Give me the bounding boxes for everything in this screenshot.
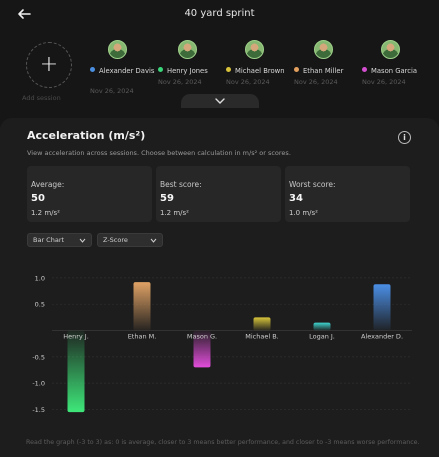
athlete-name: Henry Jones [158,67,234,76]
x-category-label: Logan J. [309,333,335,341]
stat-value: 50 [31,193,45,204]
stat-card-best: Best score: 59 1.2 m/s² [156,166,281,222]
athlete-name: Ethan Miller [294,67,370,76]
athlete-name: Michael Brown [226,67,302,76]
avatar [381,40,400,59]
series-color-dot [362,67,367,72]
athlete-date: Nov 26, 2024 [294,78,338,86]
expand-sessions-button[interactable] [181,94,259,108]
score-type-select[interactable]: Z-Score [97,233,163,247]
add-session-label: Add session [22,94,61,102]
x-category-label: Alexander D. [361,333,403,341]
stat-value: 34 [289,193,303,204]
chevron-down-icon [150,238,157,243]
y-tick-label: -1.0 [32,380,45,388]
add-session-button[interactable]: + [26,42,72,88]
stat-unit: 1.2 m/s² [31,209,60,217]
x-category-label: Mason G. [187,333,217,341]
x-category-label: Ethan M. [128,333,157,341]
athlete-name: Alexander Davis [90,67,166,76]
y-tick-label: 1.0 [35,274,45,282]
athlete-name: Mason Garcia [362,67,438,76]
y-tick-label: 0.5 [35,301,45,309]
avatar [108,40,127,59]
stat-label: Average: [31,180,65,189]
stat-label: Worst score: [289,180,336,189]
stat-label: Best score: [160,180,202,189]
metric-subtitle: View acceleration across sessions. Choos… [27,149,291,157]
top-bar: 40 yard sprint [0,0,439,30]
info-icon[interactable]: i [398,131,411,144]
back-arrow-icon[interactable] [14,5,36,23]
chart-type-select[interactable]: Bar Chart [27,233,92,247]
athlete-date: Nov 26, 2024 [226,78,270,86]
chevron-down-icon [215,98,225,104]
chart-bar [67,330,85,413]
chart-bar [253,317,271,331]
chart-bar [373,284,391,331]
stat-value: 59 [160,193,174,204]
y-tick-label: -0.5 [32,353,45,361]
chart-bar [313,322,331,331]
x-category-label: Henry J. [63,333,89,341]
athlete-date: Nov 26, 2024 [158,78,202,86]
stat-card-worst: Worst score: 34 1.0 m/s² [285,166,410,222]
page-title: 40 yard sprint [184,8,255,19]
series-color-dot [226,67,231,72]
stat-unit: 1.0 m/s² [289,209,318,217]
stat-card-average: Average: 50 1.2 m/s² [27,166,152,222]
x-category-label: Michael B. [245,333,279,341]
y-tick-label: -1.5 [32,406,45,414]
chart-bar [193,330,211,368]
athlete-date: Nov 26, 2024 [362,78,406,86]
chart-footnote: Read the graph (-3 to 3) as: 0 is averag… [26,439,420,446]
chart-bar [133,282,151,331]
zscore-bar-chart: 1.0 0.5 -0.5 -1.0 -1.5 Henry J. Ethan M. Mason… [32,274,412,414]
series-color-dot [90,67,95,72]
avatar [178,40,197,59]
session-strip: + Add session Alexander Davis Nov 26, 20… [0,30,439,110]
plus-icon: + [39,52,59,77]
athlete-date: Nov 26, 2024 [90,87,134,95]
series-color-dot [294,67,299,72]
stat-unit: 1.2 m/s² [160,209,189,217]
chevron-down-icon [79,238,86,243]
avatar [245,40,264,59]
avatar [314,40,333,59]
series-color-dot [158,67,163,72]
metric-title: Acceleration (m/s²) [27,129,146,142]
